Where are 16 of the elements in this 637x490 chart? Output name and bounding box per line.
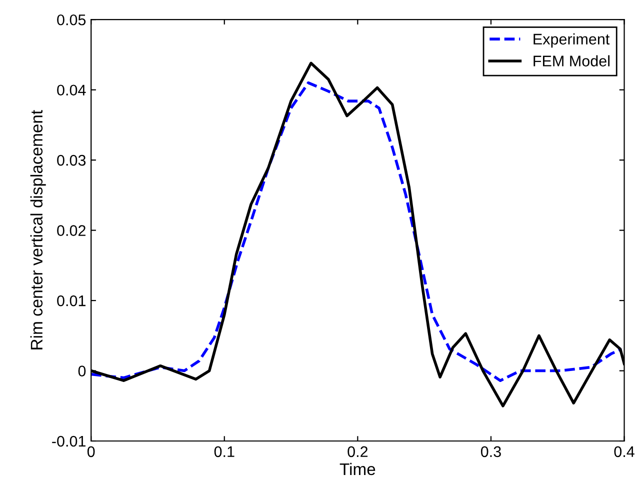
- y-tick-label: 0.04: [57, 84, 86, 96]
- x-tick-label: 0.1: [214, 446, 234, 458]
- x-axis-title: Time: [340, 462, 376, 476]
- y-tick-label: 0.01: [57, 295, 86, 306]
- y-tick-label: 0.05: [57, 14, 86, 26]
- y-tick-label: 0.03: [57, 154, 86, 166]
- x-tick-label: 0.3: [480, 446, 501, 458]
- legend-label: Experiment: [534, 33, 610, 48]
- y-tick-label: -0.01: [52, 436, 86, 447]
- x-tick-label: 0: [87, 446, 95, 458]
- x-tick-label: 0.4: [614, 446, 634, 458]
- x-tick-label: 0.2: [348, 446, 368, 458]
- y-tick-label: 0.02: [57, 225, 86, 236]
- y-axis-title: Rim center vertical displacement: [30, 110, 46, 350]
- legend-label: FEM Model: [534, 55, 610, 66]
- y-tick-label: 0: [78, 366, 86, 376]
